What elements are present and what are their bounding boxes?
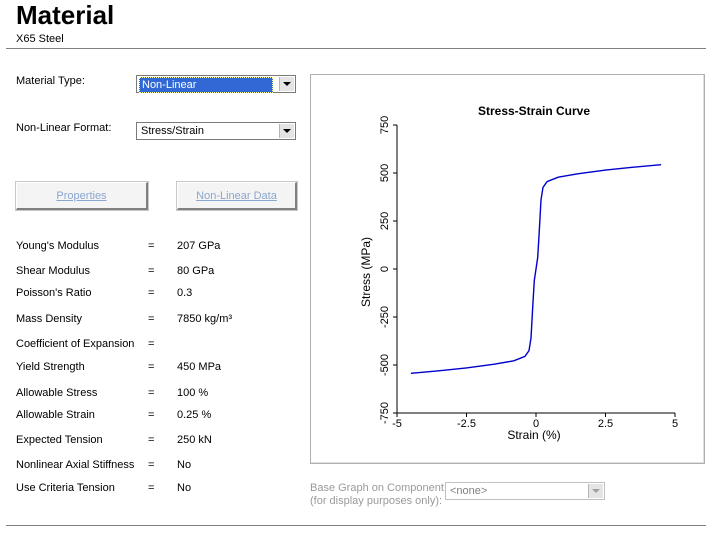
property-equals: = <box>148 459 155 471</box>
properties-button[interactable]: Properties <box>16 182 148 210</box>
property-value: 100 % <box>177 387 209 399</box>
nonlinear-format-select[interactable]: Stress/Strain <box>136 122 296 140</box>
chevron-down-icon[interactable] <box>279 124 294 138</box>
x-tick-label: 5 <box>672 418 678 430</box>
nonlinear-format-value: Stress/Strain <box>141 125 204 137</box>
base-graph-label-line2: (for display purposes only): <box>310 495 443 507</box>
y-tick-label: 0 <box>379 266 391 272</box>
property-equals: = <box>148 313 155 325</box>
x-axis-label: Strain (%) <box>507 428 560 442</box>
y-tick-label: -500 <box>379 354 391 376</box>
page-title: Material <box>16 0 115 30</box>
y-ticks: -750 -500 -250 0 250 500 750 <box>379 116 397 424</box>
stress-strain-chart: Stress-Strain Curve -5 -2.5 0 2.5 5 -750 -500… <box>359 104 678 442</box>
property-value: 0.25 % <box>177 409 212 421</box>
y-tick-label: 250 <box>379 212 391 230</box>
material-type-select[interactable]: Non-Linear <box>136 75 296 93</box>
property-equals: = <box>148 338 155 350</box>
base-graph-value: <none> <box>450 485 488 497</box>
chevron-down-icon[interactable] <box>588 484 603 498</box>
base-graph-select[interactable]: <none> <box>445 482 605 500</box>
property-value: 207 GPa <box>177 240 221 252</box>
property-name: Allowable Strain <box>16 409 95 421</box>
x-tick-label: 0 <box>533 418 539 430</box>
y-tick-label: 750 <box>379 116 391 134</box>
property-equals: = <box>148 387 155 399</box>
property-name: Yield Strength <box>16 361 85 373</box>
x-tick-label: -2.5 <box>457 418 476 430</box>
material-type-label: Material Type: <box>16 75 85 87</box>
property-equals: = <box>148 240 155 252</box>
chevron-down-icon[interactable] <box>279 77 294 91</box>
property-value: 250 kN <box>177 434 212 446</box>
property-name: Mass Density <box>16 313 83 325</box>
stress-strain-line <box>410 164 662 374</box>
property-equals: = <box>148 361 155 373</box>
y-tick-label: -250 <box>379 306 391 328</box>
x-tick-label: -5 <box>392 418 402 430</box>
y-axis-label: Stress (MPa) <box>359 237 373 307</box>
base-graph-label-line1: Base Graph on Component <box>310 482 444 494</box>
property-value: No <box>177 459 192 471</box>
footer-divider <box>6 525 706 526</box>
property-value: 450 MPa <box>177 361 222 373</box>
property-value: 0.3 <box>177 287 193 299</box>
nonlinear-format-label: Non-Linear Format: <box>16 122 112 134</box>
property-name: Young's Modulus <box>16 240 100 252</box>
property-name: Use Criteria Tension <box>16 482 115 494</box>
property-name: Poisson's Ratio <box>16 287 92 299</box>
material-type-value: Non-Linear <box>139 77 273 93</box>
property-name: Shear Modulus <box>16 265 90 277</box>
x-ticks: -5 -2.5 0 2.5 5 <box>392 413 678 430</box>
property-value: 80 GPa <box>177 265 215 277</box>
property-name: Allowable Stress <box>16 387 98 399</box>
property-value: No <box>177 482 192 494</box>
chart-title: Stress-Strain Curve <box>478 104 590 118</box>
property-equals: = <box>148 409 155 421</box>
property-name: Expected Tension <box>16 434 103 446</box>
property-equals: = <box>148 287 155 299</box>
y-tick-label: -750 <box>379 402 391 424</box>
property-equals: = <box>148 434 155 446</box>
nonlinear-data-button[interactable]: Non-Linear Data <box>177 182 297 210</box>
property-value: 7850 kg/m³ <box>177 313 233 325</box>
property-equals: = <box>148 482 155 494</box>
property-name: Coefficient of Expansion <box>16 338 135 350</box>
property-equals: = <box>148 265 155 277</box>
material-subtitle: X65 Steel <box>16 33 64 45</box>
base-graph-label: Base Graph on Component (for display pur… <box>310 482 444 508</box>
property-name: Nonlinear Axial Stiffness <box>16 459 135 471</box>
y-tick-label: 500 <box>379 164 391 182</box>
x-tick-label: 2.5 <box>598 418 613 430</box>
chart-panel: Stress-Strain Curve -5 -2.5 0 2.5 5 -750 -500… <box>310 74 705 464</box>
header-divider <box>6 48 706 49</box>
